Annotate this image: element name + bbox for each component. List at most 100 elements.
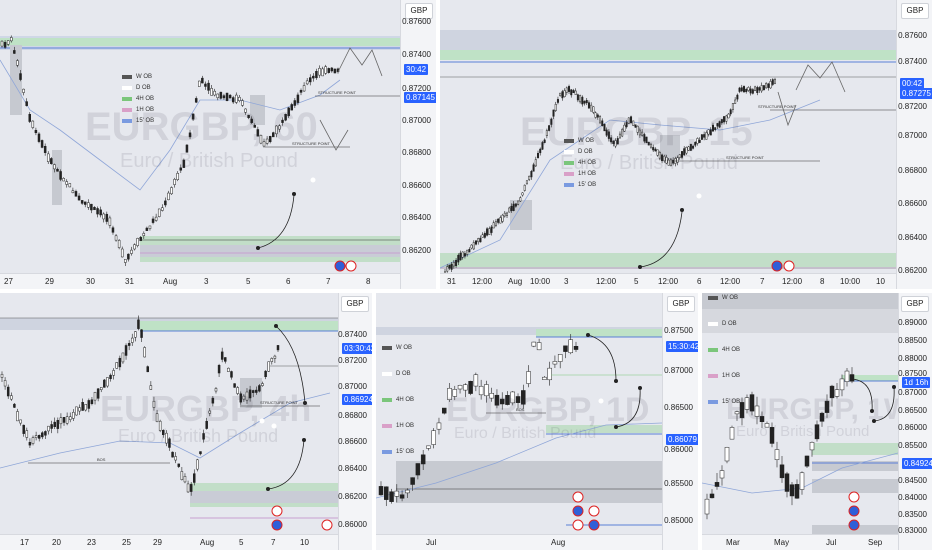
- time-axis[interactable]: Mar May Jul Sep: [702, 534, 898, 550]
- candle: [596, 114, 599, 118]
- ma-line: [0, 59, 341, 191]
- candle: [528, 175, 531, 180]
- candle: [789, 484, 795, 497]
- candle: [130, 337, 134, 343]
- legend-item: W OB: [136, 74, 152, 80]
- price-axis[interactable]: GBP 0.87600 0.87400 0.87200 30:42 0.8714…: [400, 0, 436, 289]
- currency-button[interactable]: GBP: [667, 296, 695, 312]
- price-axis[interactable]: GBP 0.87400 03:30:42 0.87200 0.87000 0.8…: [338, 293, 372, 550]
- candle: [603, 123, 606, 132]
- price-plot[interactable]: [702, 293, 898, 534]
- candle: [450, 263, 453, 270]
- candle: [222, 95, 226, 99]
- candle: [536, 342, 542, 351]
- candle: [436, 422, 442, 430]
- candle: [168, 438, 171, 448]
- candle: [559, 92, 562, 97]
- candle: [258, 385, 261, 392]
- price-plot[interactable]: STRUCTURE POINT STRUCTURE POINT: [440, 0, 896, 273]
- currency-button[interactable]: GBP: [341, 296, 369, 312]
- candle: [321, 68, 324, 77]
- price-tick: 0.85500: [898, 441, 927, 450]
- candle: [140, 329, 143, 338]
- legend-item: 4H OB: [396, 397, 415, 403]
- candle: [497, 218, 500, 223]
- currency-button[interactable]: GBP: [901, 296, 929, 312]
- time-axis[interactable]: 17 20 23 25 29 Aug 5 7 10: [0, 534, 338, 550]
- weekly-ob-zone: [376, 327, 662, 335]
- candle: [764, 423, 770, 428]
- candle: [742, 86, 745, 93]
- price-axis[interactable]: GBP 0.87600 0.87400 00:42 0.87275 0.8720…: [896, 0, 932, 289]
- candle: [273, 355, 277, 359]
- price-plot[interactable]: STRUCTURE POINT STRUCTURE POINT: [0, 0, 400, 273]
- price-plot[interactable]: BOS STRUCTURE POINT: [0, 293, 338, 534]
- candle: [455, 259, 458, 267]
- price-plot[interactable]: BOS: [376, 293, 662, 534]
- price-tick: 0.86600: [338, 437, 367, 446]
- candle: [127, 343, 131, 346]
- candle: [638, 129, 641, 136]
- projection-arrow: [319, 119, 349, 151]
- chart-panel-eurgbp-4h[interactable]: BOS STRUCTURE POINT EURGBP, 4h Euro / Br…: [0, 293, 372, 550]
- candle: [499, 398, 505, 405]
- candle: [164, 200, 167, 206]
- point-marker: [870, 409, 874, 413]
- candle: [683, 148, 686, 156]
- chart-panel-eurgbp-1h[interactable]: STRUCTURE POINT STRUCTURE POINT EURGBP, …: [0, 0, 436, 289]
- time-axis[interactable]: Jul Aug: [376, 534, 662, 550]
- time-axis[interactable]: 31 12:00 Aug 10:00 3 12:00 5 12:00 6 12:…: [440, 273, 896, 289]
- candle: [327, 68, 331, 73]
- candle: [643, 134, 646, 142]
- point-marker: [598, 398, 604, 404]
- candle: [284, 114, 287, 121]
- candle: [621, 129, 624, 137]
- currency-button[interactable]: GBP: [901, 3, 929, 19]
- time-axis[interactable]: 27 29 30 31 Aug 3 5 6 7 8: [0, 273, 400, 289]
- candle: [157, 208, 161, 217]
- swatch-w-ob: [382, 346, 392, 350]
- point-marker: [614, 379, 618, 383]
- candle: [568, 339, 573, 354]
- chart-panel-eurgbp-1w[interactable]: EURGBP, 1W Euro / British Pound W OB D O…: [702, 293, 932, 550]
- price-tick: 0.86200: [338, 492, 367, 501]
- candle: [723, 116, 726, 123]
- price-axis[interactable]: GBP 0.89000 0.88500 0.88000 0.87500 1d 1…: [898, 293, 932, 550]
- candle: [698, 139, 701, 143]
- price-tick: 0.86500: [898, 406, 927, 415]
- swatch-w-ob: [564, 139, 574, 143]
- candle: [65, 181, 68, 185]
- candle: [108, 217, 112, 226]
- current-price-badge: 0.87275: [900, 88, 932, 99]
- currency-button[interactable]: GBP: [405, 3, 433, 19]
- candle: [31, 437, 35, 444]
- candle: [16, 60, 19, 66]
- candle: [65, 416, 69, 424]
- chart-panel-eurgbp-15m[interactable]: STRUCTURE POINT STRUCTURE POINT EURGBP, …: [440, 0, 932, 289]
- chart-panel-eurgbp-1d[interactable]: BOS EURGBP, 1D Euro / British Pound W OB…: [376, 293, 698, 550]
- candle: [9, 37, 13, 42]
- candle: [472, 242, 475, 250]
- candle: [50, 158, 53, 165]
- candle: [115, 362, 118, 369]
- candle: [149, 385, 153, 390]
- price-axis[interactable]: GBP 0.87500 15:30:42 0.87000 0.86500 0.8…: [662, 293, 698, 550]
- candle: [155, 413, 159, 422]
- candle: [532, 164, 535, 172]
- candle: [165, 432, 168, 444]
- candle: [844, 370, 850, 382]
- time-tick: Mar: [726, 538, 740, 547]
- candle: [446, 266, 449, 272]
- candle: [612, 140, 615, 144]
- legend-item: W OB: [396, 345, 412, 351]
- candle: [259, 135, 263, 144]
- projection-curve: [615, 387, 641, 428]
- candle: [281, 119, 284, 123]
- candle: [13, 50, 16, 54]
- projection-curve: [275, 325, 306, 404]
- candles: [444, 77, 776, 273]
- candle: [198, 80, 201, 87]
- candle: [599, 116, 602, 124]
- candle: [632, 120, 635, 126]
- projection-curve: [257, 194, 295, 249]
